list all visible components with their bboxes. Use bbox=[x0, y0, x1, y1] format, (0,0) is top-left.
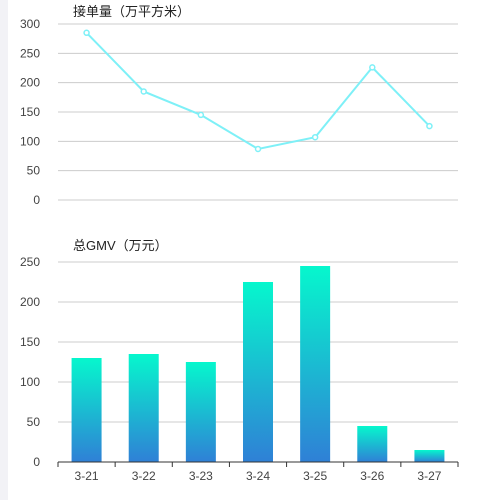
x-tick-label: 3-24 bbox=[246, 469, 270, 483]
bar-y-tick-label: 0 bbox=[33, 455, 40, 469]
line-point bbox=[311, 133, 319, 141]
line-y-tick-label: 150 bbox=[20, 105, 40, 119]
line-chart: 接单量（万平方米） 0 50 100 150 200 250 300 bbox=[20, 4, 458, 207]
line-y-tick-label: 100 bbox=[20, 134, 40, 148]
bar bbox=[414, 450, 445, 462]
bar bbox=[185, 362, 216, 462]
bar bbox=[71, 358, 102, 462]
line-point bbox=[254, 145, 262, 153]
bar bbox=[357, 426, 388, 462]
x-tick-label: 3-27 bbox=[417, 469, 441, 483]
bar-y-tick-label: 150 bbox=[20, 335, 40, 349]
bar bbox=[128, 354, 159, 462]
line-y-tick-label: 250 bbox=[20, 46, 40, 60]
bar-y-tick-label: 200 bbox=[20, 295, 40, 309]
line-point bbox=[369, 64, 376, 71]
line-y-tick-label: 300 bbox=[20, 17, 40, 31]
bar-y-tick-label: 50 bbox=[27, 415, 41, 429]
line-y-tick-label: 0 bbox=[33, 193, 40, 207]
bar-chart-bars bbox=[71, 266, 445, 462]
x-tick-label: 3-23 bbox=[189, 469, 213, 483]
line-chart-y-axis: 0 50 100 150 200 250 300 bbox=[20, 17, 40, 207]
x-tick-label: 3-21 bbox=[75, 469, 99, 483]
line-y-tick-label: 200 bbox=[20, 76, 40, 90]
line-point bbox=[197, 111, 205, 119]
bar bbox=[243, 282, 273, 462]
x-tick-label: 3-26 bbox=[360, 469, 384, 483]
line-chart-gridlines bbox=[58, 23, 458, 201]
line-chart-title: 接单量（万平方米） bbox=[73, 4, 190, 19]
bar-chart-title: 总GMV（万元） bbox=[73, 238, 168, 253]
bar-chart-x-axis: 3-21 3-22 3-23 3-24 3-25 3-26 3-27 bbox=[57, 462, 459, 483]
bar-chart-y-axis: 0 50 100 150 200 250 bbox=[20, 255, 40, 469]
line-point bbox=[83, 29, 90, 37]
line-chart-points bbox=[83, 29, 433, 153]
line-point bbox=[140, 88, 147, 95]
x-tick-label: 3-25 bbox=[303, 469, 327, 483]
bar-y-tick-label: 250 bbox=[20, 255, 40, 269]
line-point bbox=[426, 122, 433, 130]
bar bbox=[300, 266, 331, 462]
line-y-tick-label: 50 bbox=[27, 164, 41, 178]
line-series bbox=[85, 32, 431, 151]
bar-y-tick-label: 100 bbox=[20, 375, 40, 389]
x-tick-label: 3-22 bbox=[132, 469, 156, 483]
